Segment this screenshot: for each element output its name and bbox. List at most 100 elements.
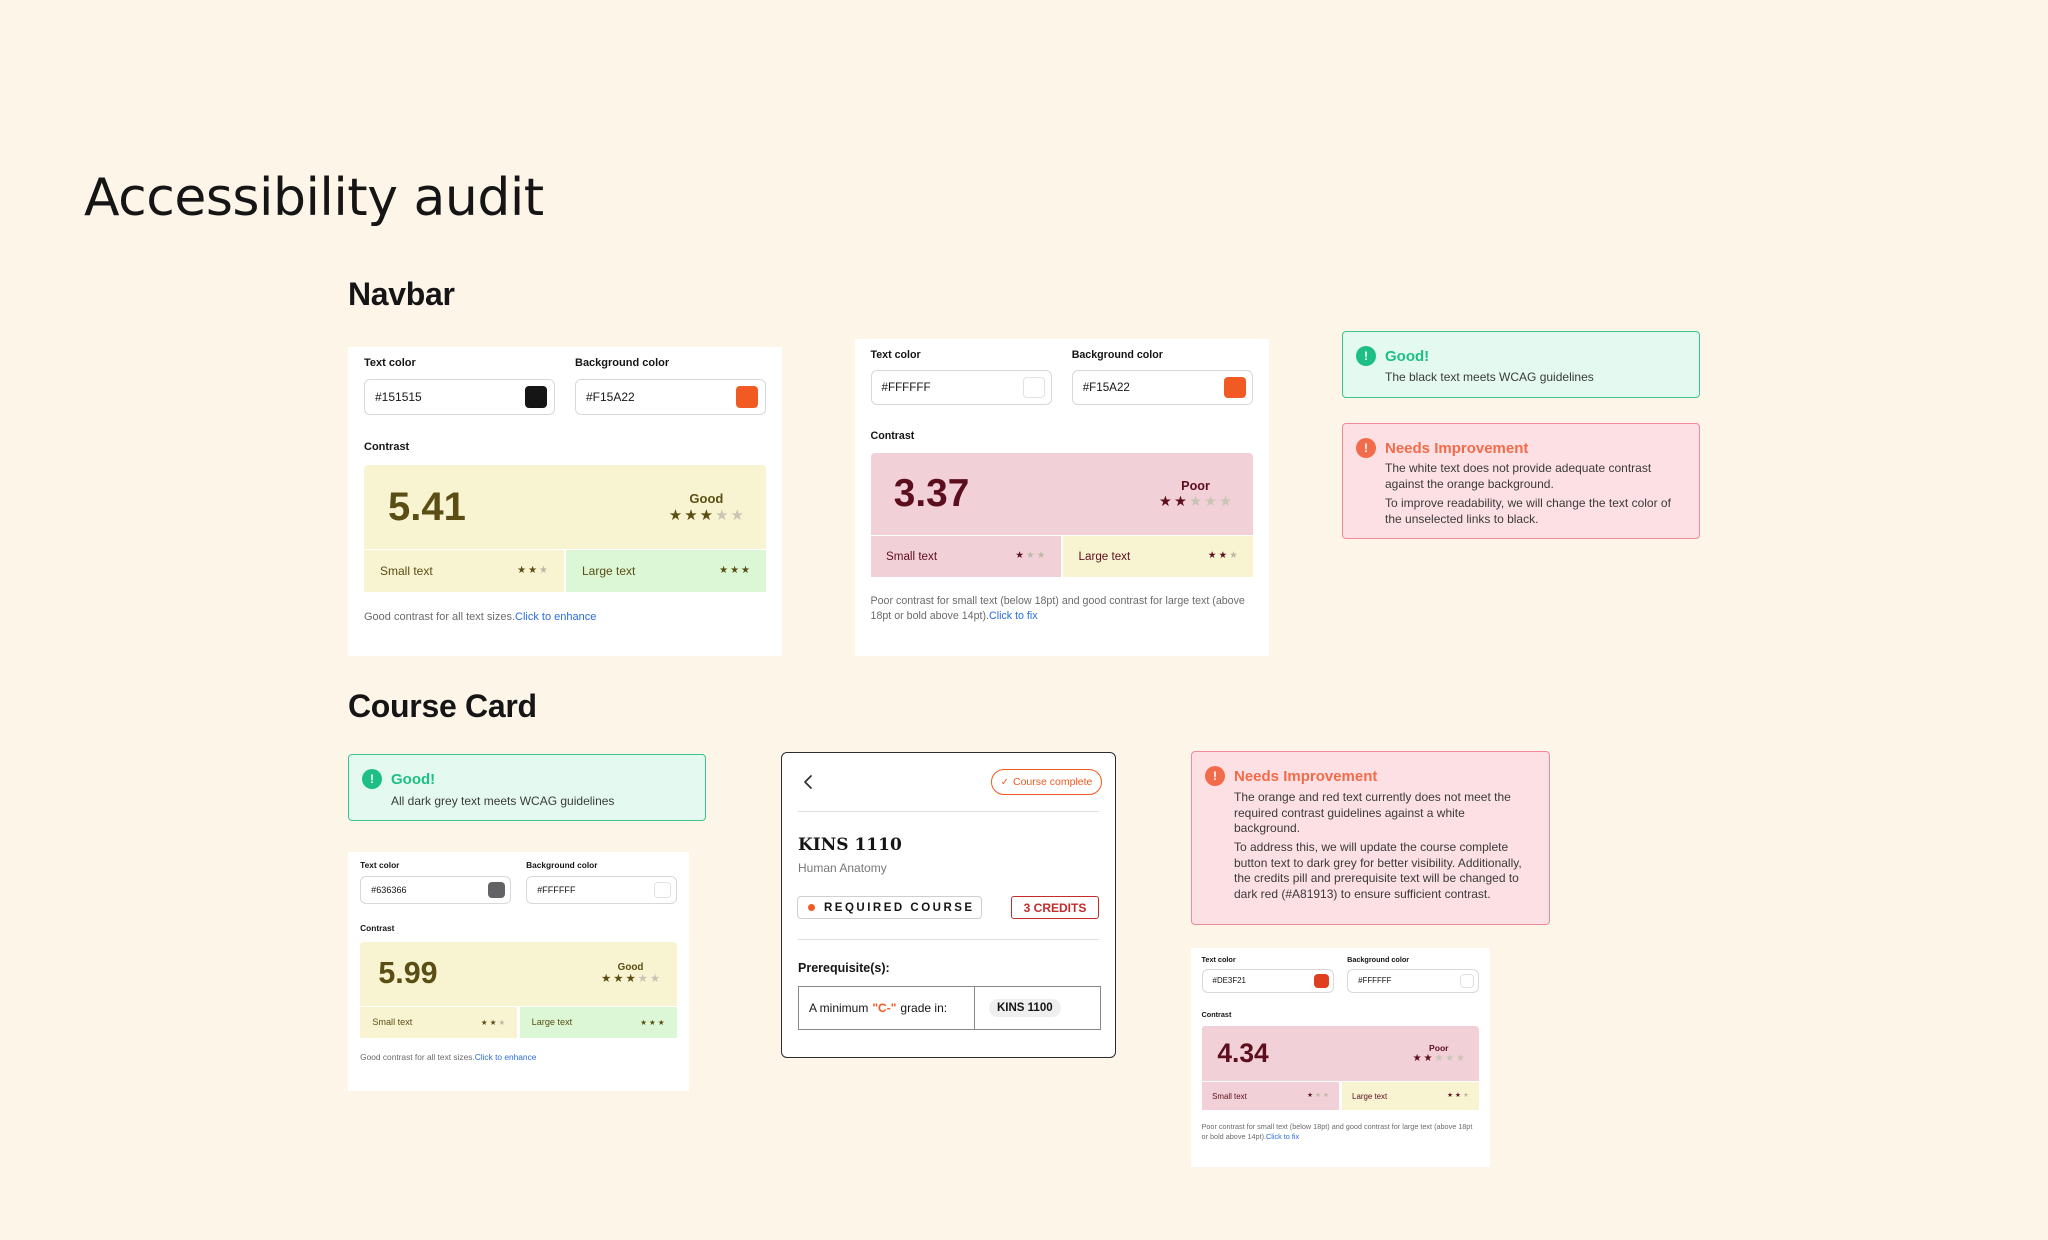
star-empty-icon: ★ [1036,550,1046,562]
course-code: KINS 1110 [798,835,902,855]
prerequisite-course-chip[interactable]: KINS 1100 [989,999,1061,1017]
star-filled-icon: ★ [1158,493,1172,510]
star-rating: ★ ★ ★ [640,1019,664,1027]
star-rating: ★ ★ ★ [481,1019,505,1027]
text-color-label: Text color [870,348,921,361]
background-color-input[interactable]: #FFFFFF [526,876,677,904]
callout-good-course-card: ! Good! All dark grey text meets WCAG gu… [348,754,706,821]
star-empty-icon: ★ [1204,493,1218,510]
fix-link[interactable]: Click to fix [989,610,1038,623]
prerequisite-box: A minimum "C-" grade in: KINS 1100 [798,986,1101,1030]
contrast-ratio: 5.41 [388,484,466,529]
star-filled-icon: ★ [719,565,729,576]
background-color-label: Background color [526,859,598,870]
star-filled-icon: ★ [613,973,624,986]
star-rating: ★ ★ ★ ★ ★ [669,508,744,523]
rating-label: Poor [1428,1042,1449,1053]
small-text-score: Small text ★ ★ ★ [364,550,564,592]
star-empty-icon: ★ [730,507,744,524]
callout-body: The black text meets WCAG guidelines [1385,370,1594,384]
star-empty-icon: ★ [1315,1091,1322,1099]
star-empty-icon: ★ [715,507,729,524]
note-text: Poor contrast for small text (below 18pt… [870,595,1245,623]
contrast-score-box: 5.41 Good ★ ★ ★ ★ ★ [364,465,766,549]
contrast-label: Contrast [1201,1010,1232,1020]
prereq-suffix: grade in: [900,1001,948,1015]
callout-body: The white text does not provide adequate… [1385,461,1652,491]
contrast-note: Poor contrast for small text (below 18pt… [1202,1122,1480,1142]
contrast-note: Good contrast for all text sizes.Click t… [360,1052,677,1064]
star-filled-icon: ★ [730,565,740,576]
text-color-input[interactable]: #151515 [364,379,555,415]
small-text-score-label: Small text [372,1017,413,1028]
large-text-score: Large text ★ ★ ★ [1063,535,1254,577]
color-swatch[interactable] [488,881,505,899]
info-icon: ! [362,769,382,789]
star-empty-icon: ★ [637,973,648,986]
callout-needs-improvement-course-card: ! Needs Improvement The orange and red t… [1191,751,1550,925]
large-text-score: Large text ★ ★ ★ [519,1006,677,1039]
section-title-navbar: Navbar [348,276,455,312]
large-text-score-label: Large text [531,1017,573,1028]
small-text-score: Small text ★ ★ ★ [870,535,1061,577]
star-empty-icon: ★ [539,565,548,576]
contrast-ratio: 3.37 [893,472,970,516]
small-text-score-label: Small text [1212,1091,1247,1101]
star-filled-icon: ★ [1423,1053,1433,1065]
prereq-prefix: A minimum [809,1001,869,1015]
color-swatch[interactable] [654,881,671,899]
callout-title: Needs Improvement [1234,768,1378,785]
star-filled-icon: ★ [1455,1091,1461,1099]
contrast-score-box: 4.34 Poor ★ ★ ★ ★ ★ [1201,1025,1480,1082]
divider [798,939,1099,940]
star-filled-icon: ★ [1015,550,1025,562]
background-color-input[interactable]: #FFFFFF [1347,969,1480,993]
background-color-label: Background color [1347,954,1410,964]
star-filled-icon: ★ [1412,1053,1422,1065]
star-empty-icon: ★ [1462,1091,1469,1099]
page-title: Accessibility audit [84,168,544,228]
color-swatch[interactable] [525,386,547,408]
fix-link[interactable]: Click to fix [1266,1132,1300,1142]
back-chevron-icon[interactable] [800,773,818,791]
background-color-input[interactable]: #F15A22 [575,379,766,415]
color-swatch[interactable] [1023,376,1045,399]
text-color-label: Text color [360,859,400,870]
star-rating: ★ ★ ★ ★ ★ [1413,1054,1465,1064]
text-color-input[interactable]: #FFFFFF [870,370,1053,405]
background-color-input[interactable]: #F15A22 [1071,370,1254,405]
contrast-score-box: 3.37 Poor ★ ★ ★ ★ ★ [870,453,1254,535]
note-text: Good contrast for all text sizes. [360,1052,475,1063]
course-complete-button[interactable]: ✓ Course complete [991,769,1102,795]
star-rating: ★ ★ ★ [517,566,548,576]
star-filled-icon: ★ [649,1017,656,1027]
small-text-score-label: Small text [380,564,433,578]
contrast-rating: Poor ★ ★ ★ ★ ★ [1413,1043,1465,1064]
star-filled-icon: ★ [640,1017,648,1027]
star-empty-icon: ★ [1219,493,1233,510]
text-color-input[interactable]: #636366 [360,876,511,904]
color-swatch[interactable] [1314,973,1329,989]
contrast-ratio: 4.34 [1217,1038,1269,1069]
star-filled-icon: ★ [480,1017,488,1027]
color-swatch[interactable] [1224,376,1246,399]
star-filled-icon: ★ [1447,1091,1454,1099]
text-color-input[interactable]: #DE3F21 [1201,969,1334,993]
callout-title: Good! [391,771,436,788]
star-empty-icon: ★ [498,1017,506,1027]
divider [798,811,1099,812]
fix-link[interactable]: Click to enhance [474,1052,537,1063]
small-text-score: Small text ★ ★ ★ [1201,1082,1340,1111]
checkmark-icon: ✓ [1000,776,1009,788]
small-text-score: Small text ★ ★ ★ [360,1006,518,1039]
color-swatch[interactable] [1459,973,1475,989]
color-swatch[interactable] [736,386,758,408]
contrast-note: Poor contrast for small text (below 18pt… [871,594,1254,624]
callout-body: The orange and red text currently does n… [1234,790,1511,836]
rating-label: Poor [1181,478,1210,493]
large-text-score: Large text ★ ★ ★ [566,550,766,592]
prerequisite-course-cell: KINS 1100 [975,987,1100,1029]
star-rating: ★ ★ ★ [1015,551,1045,561]
star-filled-icon: ★ [741,565,750,576]
fix-link[interactable]: Click to enhance [515,611,597,623]
